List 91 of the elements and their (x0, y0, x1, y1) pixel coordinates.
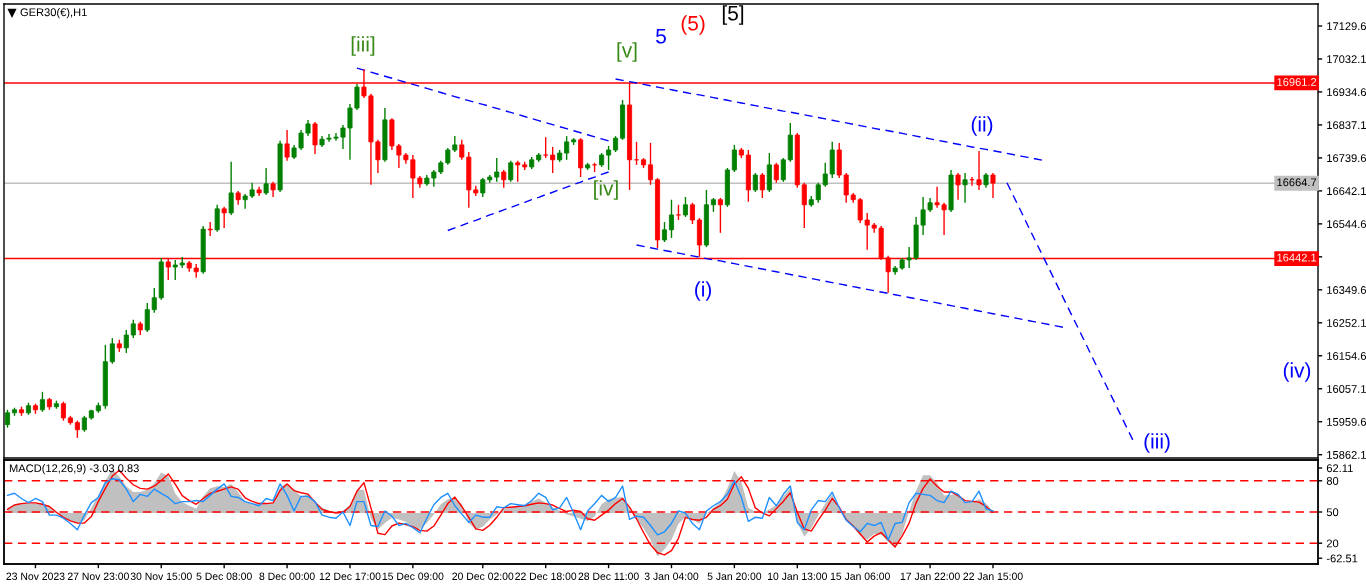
candlestick (39, 391, 45, 413)
candlestick (648, 142, 654, 186)
line-series (1006, 182, 1134, 441)
x-tick-label: 12 Dec 17:00 (319, 572, 381, 580)
candlestick (801, 182, 807, 229)
x-tick-label: 30 Nov 15:00 (130, 572, 192, 580)
line-series (635, 244, 1064, 328)
y-tick-label: 16934.6 (1327, 88, 1366, 97)
y-tick-label: 16544.6 (1327, 220, 1366, 228)
candlestick (661, 221, 668, 243)
y-tick-label: -62.51 (1326, 554, 1358, 563)
candlestick (731, 144, 737, 173)
x-tick-label: 22 Jan 15:00 (963, 572, 1023, 580)
x-tick-label: 17 Jan 22:00 (900, 572, 960, 580)
candlestick (214, 204, 220, 233)
y-tick-label: 16154.6 (1327, 352, 1366, 360)
candlestick (515, 160, 521, 183)
x-tick-label: 3 Jan 04:00 (644, 572, 699, 580)
candlestick (759, 172, 765, 199)
candlestick (990, 172, 996, 199)
x-tick-label: 15 Dec 09:00 (382, 572, 444, 580)
line-series (6, 478, 994, 541)
y-tick-label: 16642.1 (1327, 187, 1366, 196)
line-series (356, 67, 610, 142)
ref-line-label: 16961.2 (1277, 78, 1317, 86)
candlestick (151, 287, 157, 314)
y-tick-label: 16057.1 (1327, 385, 1366, 393)
candlestick (123, 329, 129, 354)
x-tick-label: 8 Dec 00:00 (259, 572, 315, 580)
candlestick (543, 136, 549, 159)
x-tick-label: 28 Dec 11:00 (578, 572, 639, 580)
candlestick (144, 302, 150, 333)
chart-title: GER30(€),H1 (20, 8, 87, 19)
candlestick (962, 172, 968, 204)
ref-line-label: 16442.1 (1277, 253, 1317, 262)
candlestick (752, 172, 758, 193)
y-tick-label: 15959.6 (1327, 418, 1366, 426)
candlestick (60, 400, 66, 422)
y-tick-label: 16349.6 (1327, 286, 1366, 294)
annotation: (iv) (1283, 362, 1311, 382)
chart-title: MACD(12,26,9) -3.03 0.83 (9, 464, 139, 475)
annotation: 5 (656, 29, 666, 44)
candlestick (508, 160, 514, 183)
candlestick (284, 129, 290, 162)
annotation: [v] (617, 42, 637, 62)
candlestick (228, 161, 234, 216)
candlestick (130, 319, 136, 339)
candlestick (717, 197, 723, 234)
x-tick-label: 20 Dec 02:00 (452, 572, 514, 580)
candlestick (263, 167, 269, 196)
candlestick (109, 337, 115, 365)
candlestick (976, 150, 982, 191)
x-tick-label: 5 Jan 20:00 (707, 572, 762, 580)
x-tick-label: 27 Nov 23:00 (67, 572, 129, 580)
y2-tick-label: 20 (1326, 539, 1339, 548)
candlestick (606, 145, 612, 171)
y-tick-label: 16739.6 (1327, 154, 1366, 163)
candlestick (773, 162, 779, 184)
ref-line-label: 16664.7 (1277, 178, 1317, 187)
y-tick-label: 16837.1 (1327, 121, 1366, 130)
annotation: [iii] (351, 36, 375, 56)
x-tick-label: 22 Dec 18:00 (515, 572, 577, 580)
x-tick-label: 15 Jan 06:00 (830, 572, 890, 580)
annotation: (5) (681, 15, 705, 35)
x-tick-label: 23 Nov 2023 (6, 572, 65, 580)
candlestick (221, 206, 227, 229)
annotation: (ii) (971, 116, 993, 136)
x-tick-label: 5 Dec 08:00 (196, 572, 252, 580)
y-tick-label: 17129.6 (1327, 22, 1366, 31)
candlestick (682, 196, 688, 218)
candlestick (780, 157, 786, 183)
y-tick-label: 62.11 (1326, 464, 1353, 473)
candlestick (312, 121, 318, 155)
annotation: [iv] (594, 180, 618, 200)
candlestick (550, 146, 556, 174)
y2-tick-label: 80 (1326, 477, 1339, 485)
y2-tick-label: 50 (1326, 508, 1339, 517)
annotation: (i) (695, 281, 712, 301)
annotation: (iii) (1144, 433, 1170, 453)
candlestick (668, 199, 674, 239)
x-tick-label: 10 Jan 13:00 (767, 572, 828, 580)
line-series (614, 78, 1043, 161)
y-tick-label: 17032.1 (1327, 55, 1366, 64)
candlestick (564, 135, 570, 161)
y-tick-label: 15862.1 (1327, 450, 1366, 459)
candlestick (689, 202, 695, 225)
candlestick (815, 182, 821, 204)
candlestick (207, 221, 213, 237)
y-tick-label: 16252.1 (1327, 319, 1366, 327)
annotation: [5] (722, 5, 744, 25)
candlestick (955, 172, 961, 201)
